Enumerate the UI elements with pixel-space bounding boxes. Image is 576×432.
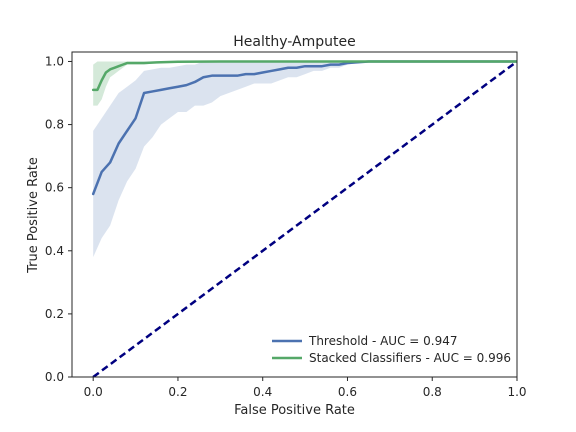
plot-frame <box>71 51 518 378</box>
chart-title: Healthy-Amputee <box>233 34 355 50</box>
x-tick-label: 0.6 <box>338 385 357 399</box>
legend: Threshold - AUC = 0.947 Stacked Classifie… <box>272 334 511 365</box>
x-tick-label: 0.0 <box>84 385 103 399</box>
series-lines <box>91 60 517 377</box>
x-tick-label: 0.2 <box>168 385 187 399</box>
x-tick-label: 0.8 <box>423 385 442 399</box>
y-tick-label: 0.4 <box>45 244 64 258</box>
x-tick-label: 1.0 <box>507 385 526 399</box>
y-tick-label: 0.6 <box>45 181 64 195</box>
x-axis-label: False Positive Rate <box>234 403 355 418</box>
series-line-2 <box>91 60 517 92</box>
series-line-1 <box>91 60 517 196</box>
confidence-band-1 <box>93 61 517 258</box>
y-tick-label: 1.0 <box>45 54 64 68</box>
y-tick-label: 0.2 <box>45 307 64 321</box>
reference-diagonal-line <box>92 60 517 377</box>
confidence-bands <box>93 61 517 258</box>
y-axis-label: True Positive Rate <box>26 157 41 274</box>
x-axis-ticks: 0.0 0.2 0.4 0.6 0.8 1.0 <box>84 377 527 399</box>
y-tick-label: 0.0 <box>45 370 64 384</box>
x-tick-label: 0.4 <box>253 385 272 399</box>
y-axis-ticks: 0.0 0.2 0.4 0.6 0.8 1.0 <box>45 54 72 384</box>
legend-label-2: Stacked Classifiers - AUC = 0.996 <box>309 351 511 365</box>
y-tick-label: 0.8 <box>45 118 64 132</box>
legend-label-1: Threshold - AUC = 0.947 <box>308 334 458 348</box>
